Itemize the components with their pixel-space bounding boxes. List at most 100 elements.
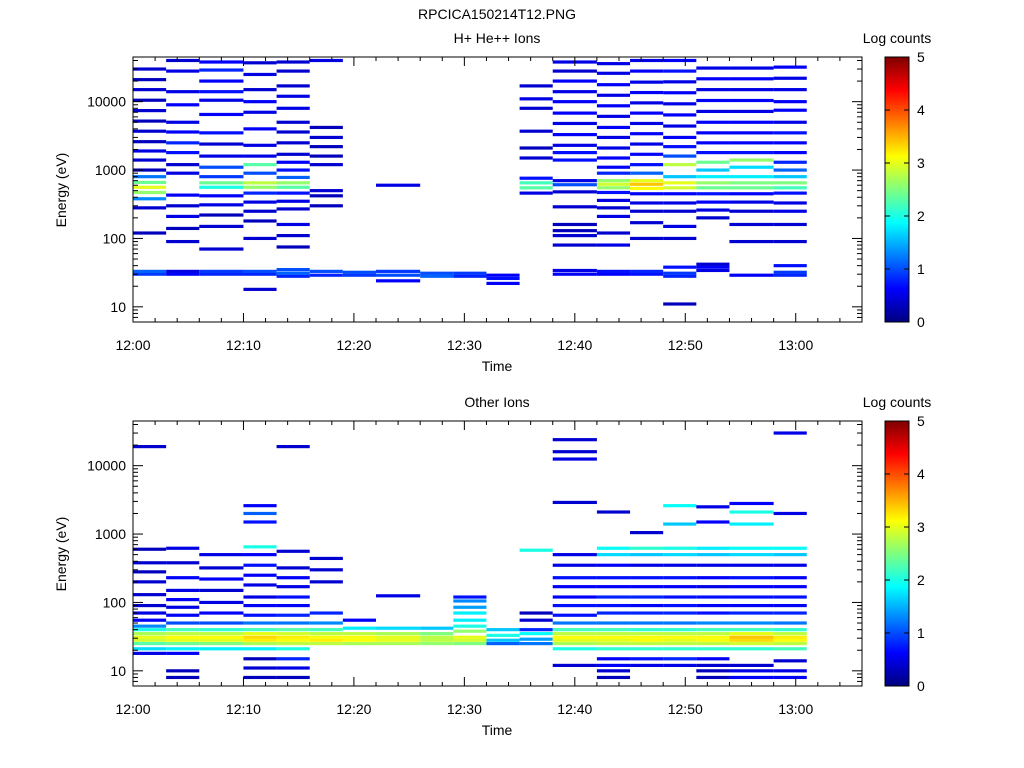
heatmap-cell xyxy=(729,663,774,667)
heatmap-cell xyxy=(729,642,774,646)
heatmap-cell xyxy=(552,638,597,642)
heatmap-cell xyxy=(243,171,277,175)
heatmap-cell xyxy=(276,595,310,599)
heatmap-cell xyxy=(663,224,697,228)
heatmap-cell xyxy=(166,576,200,580)
heatmap-cell xyxy=(630,121,664,126)
x-tick-label: 12:50 xyxy=(668,337,703,353)
y-axis-label: Energy (eV) xyxy=(53,517,69,592)
heatmap-cell xyxy=(773,151,807,155)
heatmap-cell xyxy=(696,520,730,524)
colorbar-tick-label: 3 xyxy=(917,519,925,535)
heatmap-cell xyxy=(243,269,277,273)
heatmap-cell xyxy=(696,141,730,145)
heatmap-cell xyxy=(729,638,774,642)
heatmap-cell xyxy=(696,268,730,273)
heatmap-cell xyxy=(552,553,597,557)
heatmap-cell xyxy=(696,151,730,155)
heatmap-cell xyxy=(663,175,697,179)
heatmap-cell xyxy=(596,269,631,273)
heatmap-cell xyxy=(453,638,487,642)
heatmap-cell xyxy=(696,595,730,599)
heatmap-cell xyxy=(486,633,520,637)
plot-frame xyxy=(132,56,863,323)
heatmap-cell xyxy=(729,501,774,506)
heatmap-cell xyxy=(243,209,277,213)
heatmap-cell xyxy=(243,638,277,642)
heatmap-cell xyxy=(696,131,730,135)
heatmap-cell xyxy=(243,191,277,195)
heatmap-cell xyxy=(276,141,310,145)
heatmap-cell xyxy=(199,98,244,102)
heatmap-cell xyxy=(133,611,167,615)
heatmap-cell xyxy=(596,272,631,276)
heatmap-cell xyxy=(773,168,807,172)
heatmap-cell xyxy=(276,635,310,639)
heatmap-cell xyxy=(696,663,730,667)
heatmap-cell xyxy=(596,135,631,140)
heatmap-cell xyxy=(166,239,200,244)
heatmap-cell xyxy=(663,302,697,306)
heatmap-cell xyxy=(552,647,597,651)
heatmap-cell xyxy=(276,268,310,272)
heatmap-cell xyxy=(166,171,200,175)
heatmap-cell xyxy=(773,659,807,663)
heatmap-cell xyxy=(133,570,167,574)
x-tick-label: 12:30 xyxy=(447,701,482,717)
heatmap-cell xyxy=(199,112,244,117)
heatmap-cell xyxy=(729,222,774,227)
heatmap-cell xyxy=(696,98,730,103)
heatmap-cell xyxy=(729,611,774,615)
heatmap-cell xyxy=(552,69,597,73)
heatmap-cell xyxy=(519,106,553,110)
heatmap-cell xyxy=(663,265,697,269)
heatmap-cell xyxy=(133,158,167,162)
heatmap-cell xyxy=(630,603,664,608)
heatmap-cell xyxy=(552,613,597,617)
heatmap-cell xyxy=(773,181,807,185)
heatmap-cell xyxy=(243,88,277,92)
heatmap-cell xyxy=(773,611,807,615)
heatmap-cell xyxy=(630,553,664,557)
heatmap-cell xyxy=(199,224,244,228)
heatmap-cell xyxy=(276,130,310,134)
heatmap-cell xyxy=(243,573,277,577)
heatmap-cell xyxy=(276,69,310,73)
panel-other-ions: Other Ions Log counts 12:00 12:10 12:20 12:… xyxy=(53,394,931,738)
heatmap-cell xyxy=(342,635,376,639)
heatmap-cell xyxy=(199,181,244,185)
heatmap-cell xyxy=(133,603,167,608)
heatmap-cell xyxy=(276,175,310,180)
y-axis-label: Energy (eV) xyxy=(53,153,69,228)
heatmap-cell xyxy=(663,91,697,95)
heatmap-cell xyxy=(630,179,664,183)
heatmap-cell xyxy=(453,274,487,278)
heatmap-cell xyxy=(630,58,664,63)
x-axis-label: Time xyxy=(482,358,513,374)
x-tick-label: 13:00 xyxy=(778,337,813,353)
heatmap-cell xyxy=(773,635,807,639)
heatmap-cell xyxy=(729,151,774,155)
heatmap-cell xyxy=(243,632,277,636)
heatmap-cell xyxy=(276,642,310,646)
heatmap-cell xyxy=(663,274,697,278)
heatmap-cell xyxy=(199,131,244,135)
heatmap-cell xyxy=(773,160,807,164)
heatmap-cell xyxy=(276,675,310,680)
heatmap-cell xyxy=(243,219,277,223)
heatmap-cell xyxy=(453,642,487,646)
heatmap-cell xyxy=(630,132,664,136)
heatmap-cell xyxy=(243,100,277,104)
heatmap-cell xyxy=(552,121,597,126)
heatmap-cell xyxy=(552,222,597,227)
heatmap-cell xyxy=(166,605,200,609)
heatmap-cell xyxy=(552,268,597,273)
heatmap-cell xyxy=(276,106,310,110)
heatmap-cell xyxy=(630,628,664,632)
heatmap-cell xyxy=(420,635,454,639)
heatmap-cell xyxy=(276,94,310,98)
heatmap-cell xyxy=(166,193,200,197)
heatmap-cell xyxy=(453,605,487,609)
heatmap-cell xyxy=(773,675,807,680)
heatmap-cell xyxy=(596,214,631,218)
